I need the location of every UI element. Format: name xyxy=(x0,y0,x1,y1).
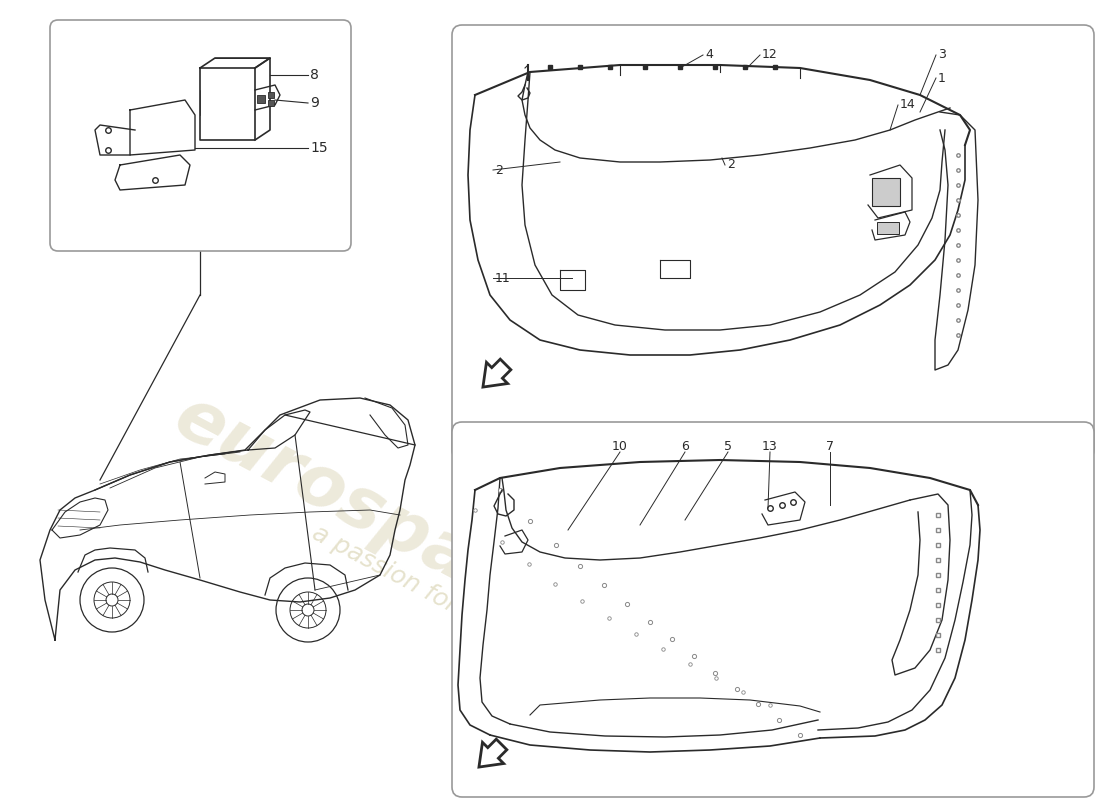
Text: 3: 3 xyxy=(938,49,946,62)
FancyBboxPatch shape xyxy=(452,25,1094,460)
Text: 8: 8 xyxy=(310,68,319,82)
Text: 12: 12 xyxy=(762,49,778,62)
Text: 4: 4 xyxy=(705,49,713,62)
Text: 5: 5 xyxy=(724,439,732,453)
Text: 2: 2 xyxy=(495,163,503,177)
Bar xyxy=(268,92,274,98)
Text: 14: 14 xyxy=(900,98,915,111)
Text: a passion for parts since 1985: a passion for parts since 1985 xyxy=(308,521,652,719)
FancyBboxPatch shape xyxy=(50,20,351,251)
Bar xyxy=(877,222,899,234)
Text: 9: 9 xyxy=(310,96,319,110)
Text: eurospares: eurospares xyxy=(162,382,597,658)
Text: 1: 1 xyxy=(938,71,946,85)
Text: 2: 2 xyxy=(727,158,735,171)
Text: 13: 13 xyxy=(762,439,778,453)
Bar xyxy=(257,95,265,103)
Text: 10: 10 xyxy=(612,439,628,453)
Text: 7: 7 xyxy=(826,439,834,453)
Bar xyxy=(268,100,274,106)
Text: 11: 11 xyxy=(495,271,510,285)
FancyBboxPatch shape xyxy=(452,422,1094,797)
Text: 6: 6 xyxy=(681,439,689,453)
Bar xyxy=(872,178,900,206)
Text: 15: 15 xyxy=(310,141,328,155)
